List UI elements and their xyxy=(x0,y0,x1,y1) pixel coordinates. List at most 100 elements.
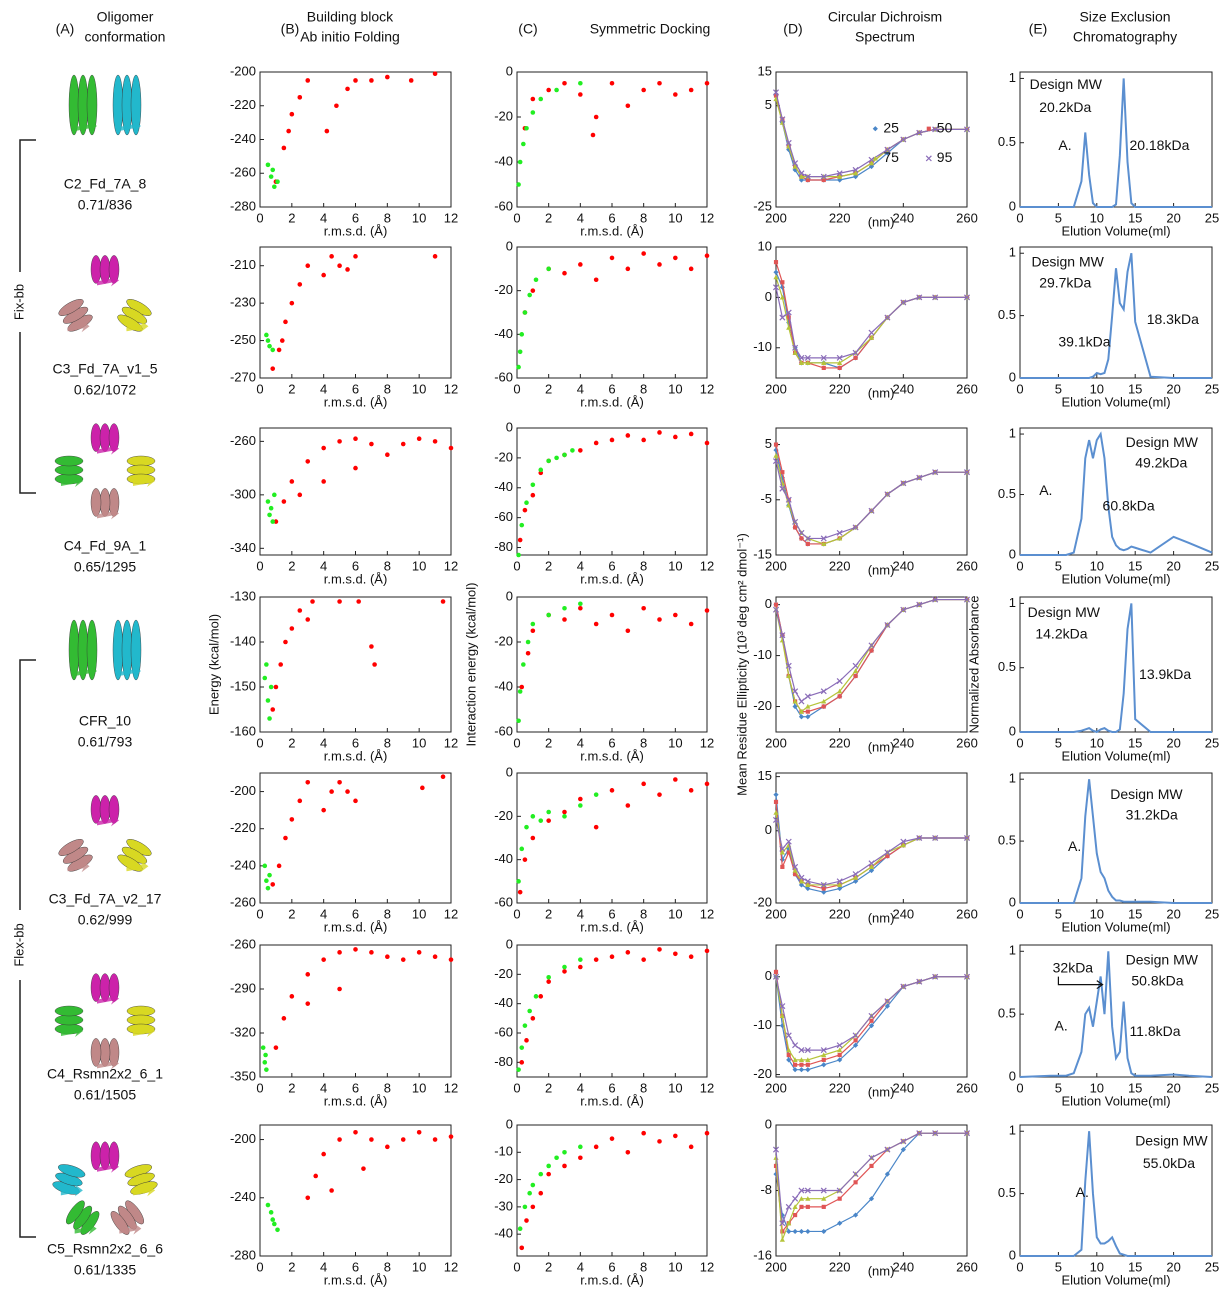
point xyxy=(673,1133,678,1139)
y-tick-label: -250 xyxy=(230,332,256,347)
y-tick-label: -340 xyxy=(230,540,256,555)
x-tick-label: 2 xyxy=(288,1080,295,1095)
legend-marker xyxy=(925,155,932,162)
x-tick-label: 200 xyxy=(765,381,787,396)
y-tick-label: -5 xyxy=(760,491,772,506)
x-axis-label: r.m.s.d. (Å) xyxy=(580,748,644,763)
helix xyxy=(66,1200,85,1225)
marker xyxy=(852,668,859,673)
y-tick-label: -260 xyxy=(230,165,256,180)
point xyxy=(283,319,288,325)
x-tick-label: 8 xyxy=(640,381,647,396)
y-tick-label: 0 xyxy=(506,1116,513,1131)
x-tick-label: 4 xyxy=(577,735,584,750)
point xyxy=(538,467,544,473)
group-label: Fix-bb xyxy=(11,284,26,320)
marker xyxy=(773,810,779,815)
point xyxy=(521,141,526,147)
y-tick-label: 0 xyxy=(765,1116,772,1131)
x-tick-label: 8 xyxy=(640,1080,647,1095)
point xyxy=(268,1210,274,1215)
marker xyxy=(868,507,875,514)
x-tick-label: 2 xyxy=(288,735,295,750)
point xyxy=(609,437,615,443)
y-tick-label: -40 xyxy=(494,326,513,341)
marker xyxy=(805,1057,811,1062)
x-tick-label: 240 xyxy=(892,735,914,750)
point xyxy=(337,263,342,269)
x-tick-label: 2 xyxy=(545,1080,552,1095)
point xyxy=(657,430,662,435)
series-line xyxy=(1020,1131,1212,1257)
column-header: Chromatography xyxy=(1073,29,1177,45)
point xyxy=(673,951,678,957)
point xyxy=(432,1137,438,1142)
x-tick-label: 10 xyxy=(1090,906,1104,921)
x-tick-label: 200 xyxy=(765,1259,787,1274)
y-tick-label: 0.5 xyxy=(998,1006,1016,1021)
marker xyxy=(821,1057,826,1062)
annotation: 49.2kDa xyxy=(1135,454,1187,470)
point xyxy=(297,95,303,100)
point xyxy=(657,262,662,267)
series-line xyxy=(1020,78,1212,208)
point xyxy=(369,1137,374,1142)
x-tick-label: 10 xyxy=(412,210,426,225)
column-letter: (E) xyxy=(1029,21,1048,37)
marker xyxy=(804,878,811,885)
marker xyxy=(837,535,843,541)
marker xyxy=(852,875,859,880)
x-tick-label: 0 xyxy=(256,906,263,921)
point xyxy=(416,1129,422,1135)
y-tick-label: -40 xyxy=(494,479,513,494)
x-tick-label: 15 xyxy=(1128,906,1142,921)
x-tick-label: 10 xyxy=(412,1080,426,1095)
point xyxy=(297,282,303,287)
annotation: 20.18kDa xyxy=(1129,137,1189,153)
point xyxy=(440,599,446,604)
point xyxy=(546,458,551,464)
marker xyxy=(804,1187,811,1194)
point xyxy=(538,1171,544,1177)
annotation: A. xyxy=(1039,482,1052,498)
point xyxy=(570,448,575,453)
point xyxy=(268,505,274,511)
marker xyxy=(837,1057,843,1063)
x-tick-label: 0 xyxy=(256,558,263,573)
point xyxy=(688,87,694,93)
y-tick-label: 1 xyxy=(1009,595,1016,610)
x-tick-label: 200 xyxy=(765,906,787,921)
point xyxy=(297,798,303,804)
x-tick-label: 10 xyxy=(668,1080,682,1095)
y-tick-label: -30 xyxy=(494,1198,513,1213)
marker xyxy=(837,1052,842,1058)
point xyxy=(400,1137,406,1142)
marker xyxy=(792,688,799,695)
point xyxy=(264,878,269,884)
marker xyxy=(804,354,811,361)
design-score: 0.62/1072 xyxy=(74,382,136,398)
annotation: Design MW xyxy=(1126,952,1199,968)
point xyxy=(530,482,536,488)
marker xyxy=(900,136,907,143)
marker xyxy=(884,998,891,1005)
plot-frame xyxy=(516,1124,708,1257)
y-tick-label: 0 xyxy=(506,764,513,779)
y-tick-label: -80 xyxy=(494,539,513,554)
marker xyxy=(836,529,843,536)
helix xyxy=(99,795,111,824)
plot-frame xyxy=(259,71,452,208)
point xyxy=(519,1245,525,1251)
annotation: Design MW xyxy=(1110,786,1183,802)
x-tick-label: 10 xyxy=(1090,1080,1104,1095)
y-tick-label: -200 xyxy=(230,783,256,798)
point xyxy=(448,1134,454,1139)
marker xyxy=(779,1003,786,1010)
x-axis-label: r.m.s.d. (Å) xyxy=(324,1093,388,1108)
point xyxy=(305,263,311,269)
column-header: Oligomer xyxy=(97,9,154,25)
marker xyxy=(779,485,786,492)
x-tick-label: 12 xyxy=(444,558,458,573)
marker xyxy=(932,973,939,980)
design-score: 0.61/1505 xyxy=(74,1087,136,1103)
